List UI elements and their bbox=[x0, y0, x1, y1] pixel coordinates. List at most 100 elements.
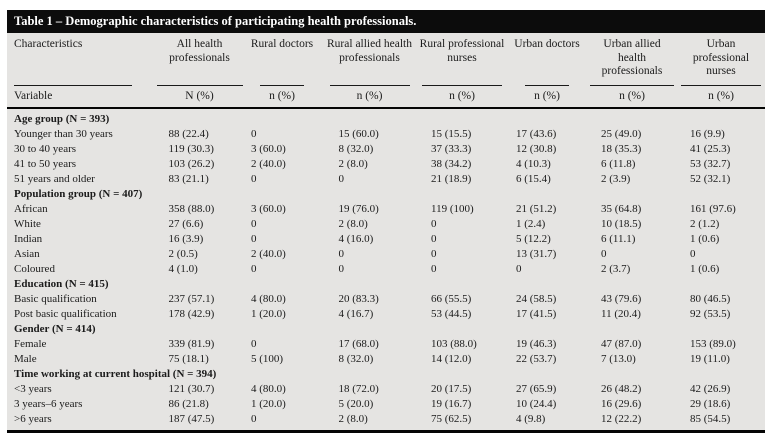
cell-value: 25 (49.0) bbox=[601, 128, 642, 140]
sub-header-n-pct: n (%) bbox=[587, 88, 677, 109]
table-cell: 88 (22.4) bbox=[157, 127, 242, 142]
table-cell: 38 (34.2) bbox=[417, 157, 507, 172]
cell-value: 14 (12.0) bbox=[431, 353, 472, 365]
table-cell: 0 bbox=[587, 247, 677, 262]
table-cell: 25 (49.0) bbox=[587, 127, 677, 142]
cell-value: 119 (100) bbox=[431, 203, 474, 215]
table-cell: 18 (72.0) bbox=[322, 382, 417, 397]
cell-value: 8 (32.0) bbox=[338, 143, 374, 155]
cell-value: 18 (35.3) bbox=[601, 143, 642, 155]
cell-value: 2 (40.0) bbox=[251, 158, 286, 170]
cell-value: 6 (11.1) bbox=[601, 233, 636, 245]
col-header-urban-professional-nurses: Urban professional nurses bbox=[677, 33, 765, 88]
table-cell: 119 (100) bbox=[417, 202, 507, 217]
column-header-row: Characteristics All health professionals… bbox=[7, 33, 765, 88]
table-cell: 3 (60.0) bbox=[242, 142, 322, 157]
row-label: >6 years bbox=[14, 413, 52, 425]
table-cell: 20 (17.5) bbox=[417, 382, 507, 397]
table-cell: 358 (88.0) bbox=[157, 202, 242, 217]
cell-value: 0 bbox=[431, 233, 437, 245]
cell-value: 2 (40.0) bbox=[251, 248, 286, 260]
table-cell: 52 (32.1) bbox=[677, 172, 765, 187]
cell-value: 6 (11.8) bbox=[601, 158, 636, 170]
section-header-row: Gender (N = 414) bbox=[7, 322, 765, 337]
row-label: <3 years bbox=[14, 383, 52, 395]
cell-value: 66 (55.5) bbox=[431, 293, 472, 305]
cell-value: 80 (46.5) bbox=[690, 293, 731, 305]
cell-value: 0 bbox=[690, 248, 696, 260]
cell-value: 12 (30.8) bbox=[516, 143, 557, 155]
table-cell: 2 (0.5) bbox=[157, 247, 242, 262]
table-cell: 6 (15.4) bbox=[507, 172, 587, 187]
cell-value: 52 (32.1) bbox=[690, 173, 731, 185]
table-cell: 10 (24.4) bbox=[507, 397, 587, 412]
table-cell: 5 (12.2) bbox=[507, 232, 587, 247]
table-title: Table 1 – Demographic characteristics of… bbox=[7, 10, 765, 33]
table-cell: 24 (58.5) bbox=[507, 292, 587, 307]
sub-header-n-pct: n (%) bbox=[417, 88, 507, 109]
cell-value: 0 bbox=[431, 248, 437, 260]
table-cell: 0 bbox=[417, 232, 507, 247]
table-cell: 0 bbox=[507, 262, 587, 277]
cell-value: 103 (26.2) bbox=[168, 158, 215, 170]
row-label: Coloured bbox=[14, 263, 55, 275]
table-cell: 4 (80.0) bbox=[242, 382, 322, 397]
table-row: Coloured 4 (1.0) 0 0 0 0 2 (3.7) 1 (0.6) bbox=[7, 262, 765, 277]
table-cell: 2 (40.0) bbox=[242, 157, 322, 172]
cell-value: 53 (44.5) bbox=[431, 308, 472, 320]
cell-value: 5 (100) bbox=[251, 353, 284, 365]
cell-value: 2 (0.5) bbox=[168, 248, 198, 260]
cell-value: 161 (97.6) bbox=[690, 203, 736, 215]
section-header: Age group (N = 393) bbox=[14, 113, 110, 125]
cell-value: 19 (16.7) bbox=[431, 398, 472, 410]
cell-value: 37 (33.3) bbox=[431, 143, 472, 155]
row-label: 41 to 50 years bbox=[14, 158, 77, 170]
table-cell: 17 (41.5) bbox=[507, 307, 587, 322]
table-cell: 237 (57.1) bbox=[157, 292, 242, 307]
cell-value: 6 (15.4) bbox=[516, 173, 551, 185]
cell-value: 16 (29.6) bbox=[601, 398, 642, 410]
cell-value: 17 (41.5) bbox=[516, 308, 557, 320]
cell-value: 2 (3.9) bbox=[601, 173, 631, 185]
table-cell: 4 (16.7) bbox=[322, 307, 417, 322]
col-header-all-health-professionals: All health professionals bbox=[157, 33, 242, 88]
cell-value: 5 (20.0) bbox=[338, 398, 374, 410]
cell-value: 26 (48.2) bbox=[601, 383, 642, 395]
cell-value: 24 (58.5) bbox=[516, 293, 557, 305]
table-cell: 178 (42.9) bbox=[157, 307, 242, 322]
table-cell: 43 (79.6) bbox=[587, 292, 677, 307]
row-label: Younger than 30 years bbox=[14, 128, 113, 140]
table-cell: 18 (35.3) bbox=[587, 142, 677, 157]
row-label: Female bbox=[14, 338, 47, 350]
cell-value: 21 (18.9) bbox=[431, 173, 472, 185]
cell-value: 2 (8.0) bbox=[338, 218, 368, 230]
table-cell: 19 (16.7) bbox=[417, 397, 507, 412]
col-header-rural-professional-nurses: Rural professional nurses bbox=[417, 33, 507, 88]
cell-value: 20 (83.3) bbox=[338, 293, 379, 305]
table-cell: 29 (18.6) bbox=[677, 397, 765, 412]
cell-value: 10 (18.5) bbox=[601, 218, 642, 230]
table-cell: 16 (9.9) bbox=[677, 127, 765, 142]
sub-header-variable: Variable bbox=[7, 88, 157, 109]
cell-value: 119 (30.3) bbox=[168, 143, 214, 155]
row-label: Asian bbox=[14, 248, 40, 260]
table-cell: 0 bbox=[322, 172, 417, 187]
sub-header-n-pct: N (%) bbox=[157, 88, 242, 109]
cell-value: 12 (22.2) bbox=[601, 413, 642, 425]
table-cell: 21 (51.2) bbox=[507, 202, 587, 217]
table-cell: 22 (53.7) bbox=[507, 352, 587, 367]
table-cell: 2 (40.0) bbox=[242, 247, 322, 262]
table-cell: 4 (1.0) bbox=[157, 262, 242, 277]
table-cell: 83 (21.1) bbox=[157, 172, 242, 187]
row-label: White bbox=[14, 218, 41, 230]
table-cell: 0 bbox=[242, 262, 322, 277]
table-cell: 1 (0.6) bbox=[677, 232, 765, 247]
cell-value: 43 (79.6) bbox=[601, 293, 642, 305]
cell-value: 86 (21.8) bbox=[168, 398, 209, 410]
table-cell: 153 (89.0) bbox=[677, 337, 765, 352]
table-cell: 41 (25.3) bbox=[677, 142, 765, 157]
cell-value: 19 (11.0) bbox=[690, 353, 730, 365]
cell-value: 1 (0.6) bbox=[690, 233, 720, 245]
row-label: Indian bbox=[14, 233, 43, 245]
col-header-rural-allied-health-professionals: Rural allied health professionals bbox=[322, 33, 417, 88]
